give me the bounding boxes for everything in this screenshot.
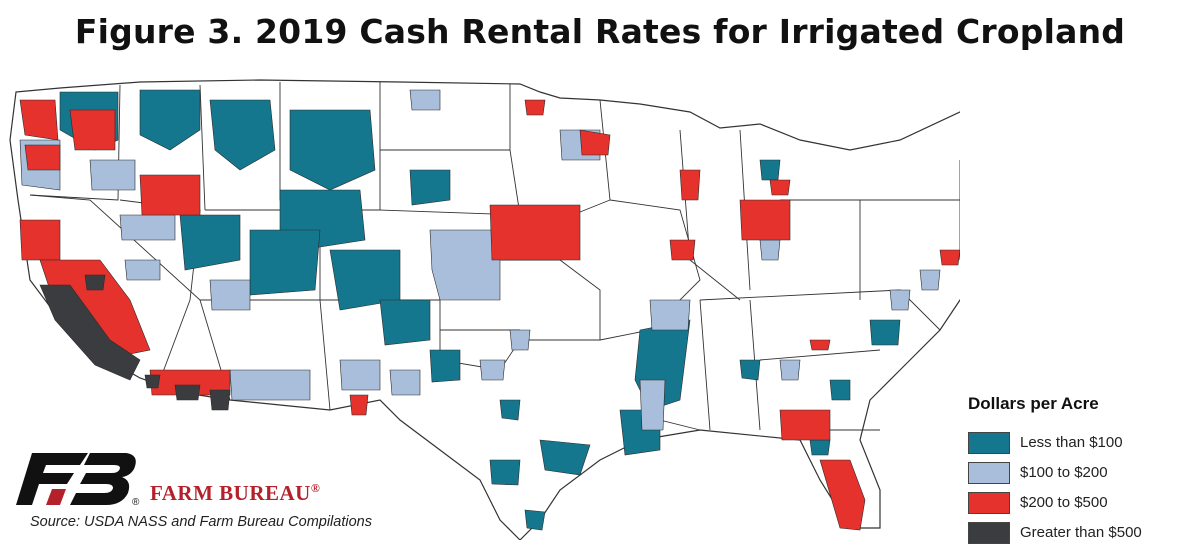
legend-item-200-to-500: $200 to $500 — [968, 489, 1193, 516]
us-county-map — [9, 79, 960, 540]
farm-bureau-logo-mark: ® — [16, 453, 140, 508]
map-title: Figure 3. 2019 Cash Rental Rates for Irr… — [74, 12, 1126, 51]
rate-200-to-500 — [19, 99, 960, 531]
farm-bureau-wordmark: FARM BUREAU® — [150, 481, 320, 506]
brand-name: FARM BUREAU — [150, 481, 311, 505]
legend-swatch — [968, 431, 1010, 454]
legend-swatch — [968, 461, 1010, 484]
brand-registered: ® — [310, 481, 321, 495]
rate-less-than-100 — [59, 89, 901, 531]
legend-label: $100 to $200 — [1020, 464, 1108, 481]
legend-title: Dollars per Acre — [968, 394, 1099, 413]
legend-swatch — [968, 521, 1010, 544]
logo-red-stripe — [46, 489, 66, 505]
us-outline — [9, 79, 960, 540]
logo-registered-mark: ® — [132, 497, 140, 508]
legend-item-less-than-100: Less than $100 — [968, 429, 1193, 456]
legend: Dollars per Acre Less than $100 $100 to … — [968, 394, 1193, 549]
rate-100-to-200 — [19, 89, 941, 431]
logo-f-shape — [16, 453, 88, 505]
source-note: Source: USDA NASS and Farm Bureau Compil… — [30, 514, 372, 530]
logo-b-shape — [70, 453, 136, 505]
legend-item-greater-than-500: Greater than $500 — [968, 519, 1193, 546]
legend-label: Greater than $500 — [1020, 524, 1142, 541]
legend-swatch — [968, 491, 1010, 514]
legend-label: $200 to $500 — [1020, 494, 1108, 511]
legend-item-100-to-200: $100 to $200 — [968, 459, 1193, 486]
legend-label: Less than $100 — [1020, 434, 1123, 451]
rate-greater-than-500 — [39, 274, 231, 411]
